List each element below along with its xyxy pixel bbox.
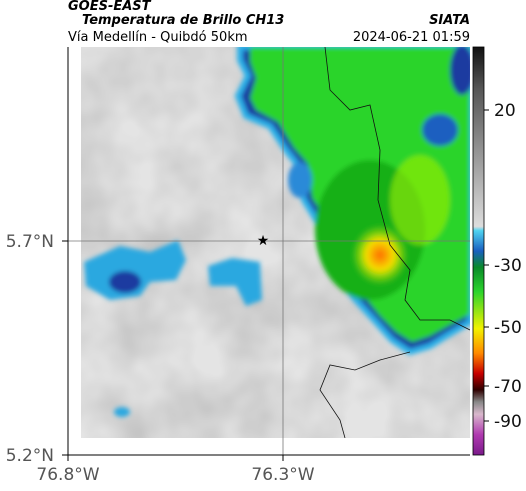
title: Temperatura de Brillo CH13 (82, 13, 284, 28)
datetime: 2024-06-21 01:59 (353, 30, 470, 45)
lon-label: 76.3°W (251, 465, 314, 485)
colorbar-tick-label: -50 (494, 318, 522, 338)
colorbar-tick-label: -90 (494, 412, 522, 432)
subtitle: Vía Medellín - Quibdó 50km (68, 30, 248, 45)
lat-label: 5.2°N (6, 446, 54, 466)
lon-label: 76.8°W (36, 465, 99, 485)
source: SIATA (429, 13, 470, 28)
colorbar: 20 -30 -50 -70 -90 (472, 46, 522, 456)
header: GOES-EAST Temperatura de Brillo CH13 SIA… (68, 0, 470, 45)
border (324, 47, 470, 331)
colorbar-tick-label: -70 (494, 377, 522, 397)
colorbar-scale (472, 46, 485, 456)
lat-label: 5.7°N (6, 232, 54, 252)
colorbar-tick-label: -30 (494, 256, 522, 276)
graticule: 5.7°N 5.2°N 76.8°W 76.3°W ★ (6, 47, 470, 485)
satellite-image (81, 47, 470, 438)
location-marker: ★ (257, 233, 270, 249)
colorbar-tick-label: 20 (494, 101, 516, 121)
border (319, 351, 411, 438)
satellite: GOES-EAST (68, 0, 152, 14)
